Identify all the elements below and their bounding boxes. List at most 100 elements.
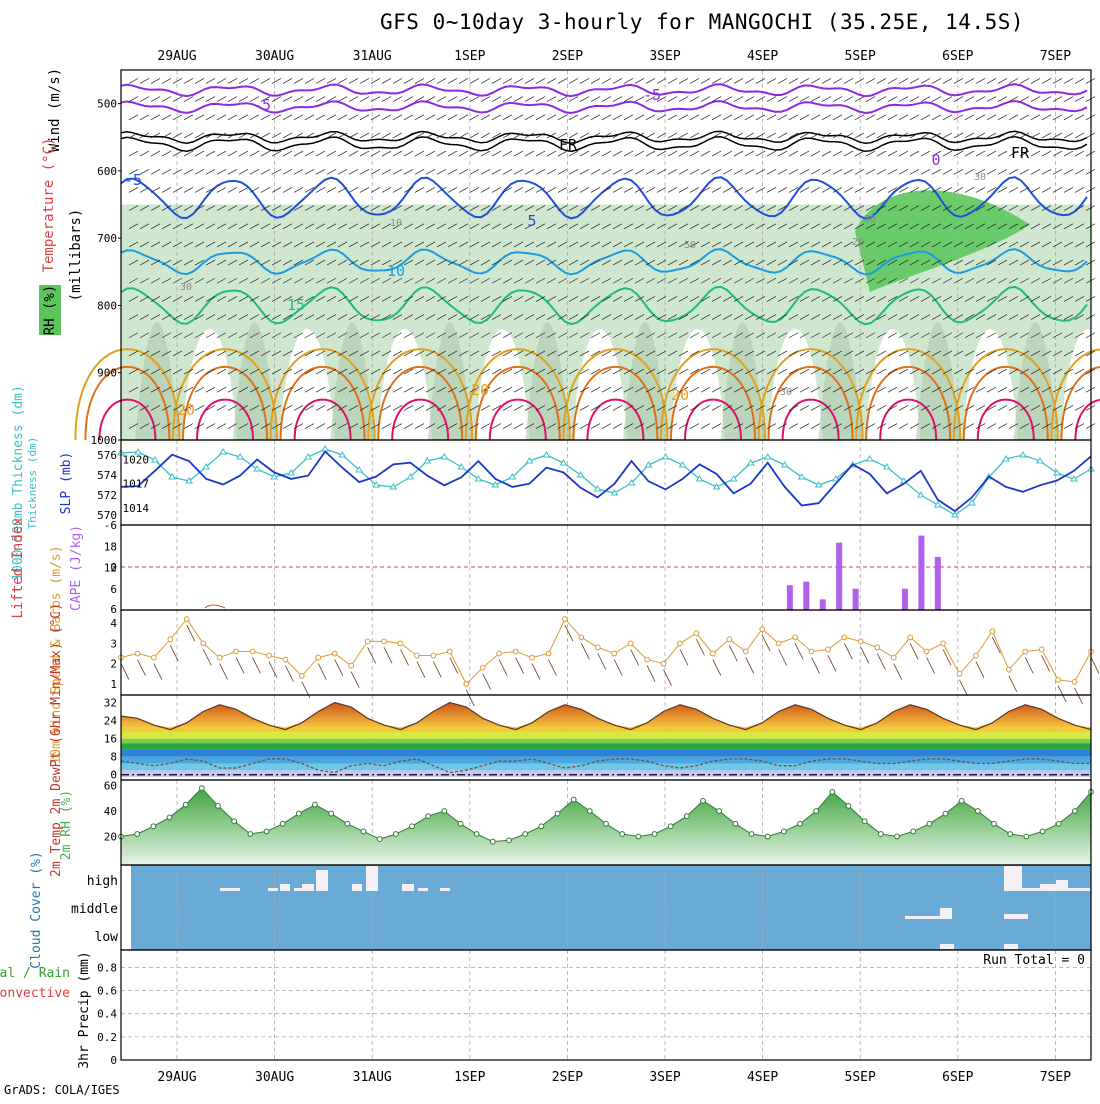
wind-barb: [887, 296, 898, 302]
wind-barb: [260, 332, 271, 339]
wind-barb: [359, 350, 370, 357]
wind-barb: [766, 423, 777, 429]
wind10-barb: [350, 671, 360, 688]
wind-barb: [183, 132, 194, 139]
wind-barb: [447, 296, 458, 302]
wind-barb: [183, 405, 194, 411]
wind-barb: [700, 241, 711, 248]
wind-barb: [304, 368, 315, 375]
temp-band: [121, 727, 1091, 732]
wind-barb: [1052, 332, 1063, 339]
wind-barb: [502, 241, 513, 248]
wind10-barb: [1041, 655, 1051, 672]
wind-barb: [865, 168, 876, 175]
wind-barb: [128, 277, 139, 284]
wind-barb: [568, 296, 579, 302]
date-label-bottom: 6SEP: [942, 1070, 973, 1085]
wind-barb: [634, 350, 645, 357]
wind-barb: [447, 241, 458, 248]
wind-barb: [392, 314, 403, 320]
wind-barb: [997, 96, 1008, 102]
wind-barb: [568, 368, 579, 375]
wind-barb: [898, 96, 909, 102]
wind-barb: [788, 150, 799, 157]
rh2m-point: [134, 831, 141, 837]
cloud-cover-cell: [1004, 944, 1018, 949]
wind-barb: [1074, 368, 1085, 375]
wind-barb: [359, 259, 370, 266]
precip-legend-total: Total / Rain: [0, 966, 70, 981]
wind-barb: [766, 405, 777, 411]
thickness-point: [338, 451, 347, 458]
wind-barb: [1008, 241, 1019, 248]
wind10-tick: 3: [110, 637, 117, 650]
contour-minus5: [120, 99, 1088, 115]
wind-barb: [909, 150, 920, 157]
rh2m-point: [279, 820, 286, 827]
wind10-barb: [860, 647, 870, 664]
wind-barb: [733, 350, 744, 357]
wind-barb: [931, 187, 942, 193]
wind-barb: [524, 332, 535, 339]
wind-barb: [513, 150, 524, 157]
wind-barb: [1041, 332, 1052, 339]
wind-barb: [249, 241, 260, 248]
wind-barb: [623, 187, 634, 193]
wind-barb: [337, 405, 348, 411]
slp-tick: 1014: [123, 502, 150, 515]
wind-barb: [260, 187, 271, 193]
wind-barb: [370, 205, 381, 211]
wind-barb: [370, 314, 381, 320]
wind-barb: [667, 386, 678, 393]
contour-25: [279, 366, 366, 441]
wind-barb: [128, 350, 139, 357]
wind-barb: [689, 241, 700, 248]
wind-barb: [887, 259, 898, 266]
wind-barb: [1063, 205, 1074, 211]
wind-barb: [612, 405, 623, 411]
wind-barb: [788, 405, 799, 411]
wind-barb: [436, 386, 447, 393]
thickness-point: [1036, 457, 1044, 464]
wind-barb: [249, 296, 260, 302]
wind-barb: [359, 368, 370, 375]
wind-barb: [436, 296, 447, 302]
contour-label: 50: [684, 240, 696, 251]
cloud-cover-cell: [280, 884, 290, 891]
wind-barb: [1008, 150, 1019, 157]
temp-band: [121, 770, 1091, 777]
wind-barb: [392, 168, 403, 175]
wind-barb: [722, 386, 733, 393]
wind-barb: [612, 386, 623, 393]
wind-barb: [865, 223, 876, 230]
wind-barb: [524, 277, 535, 284]
wind-barb: [744, 277, 755, 284]
wind-barb: [711, 296, 722, 302]
wind-barb: [370, 405, 381, 411]
wind-barb: [645, 259, 656, 266]
wind-barb: [656, 296, 667, 302]
wind-barb: [986, 132, 997, 139]
wind-barb: [601, 277, 612, 284]
wind-barb: [887, 423, 898, 429]
wind-barb: [568, 405, 579, 411]
wind10-point: [381, 638, 387, 645]
thickness-point: [525, 457, 534, 464]
wind-barb: [689, 168, 700, 175]
wind-barb: [667, 150, 678, 157]
wind-barb: [986, 223, 997, 230]
wind-barb: [931, 296, 942, 302]
wind-barb: [645, 386, 656, 393]
wind-barb: [546, 223, 557, 230]
contour-25: [572, 366, 659, 441]
wind-barb: [854, 150, 865, 157]
rh-column: [720, 322, 765, 440]
wind-barb: [612, 350, 623, 357]
wind-barb: [579, 168, 590, 175]
wind-barb: [645, 277, 656, 284]
wind-barb: [777, 423, 788, 429]
thickness-point: [151, 456, 159, 463]
wind-barb: [733, 205, 744, 211]
wind-barb: [1074, 187, 1085, 193]
contour-15: [120, 285, 1088, 326]
